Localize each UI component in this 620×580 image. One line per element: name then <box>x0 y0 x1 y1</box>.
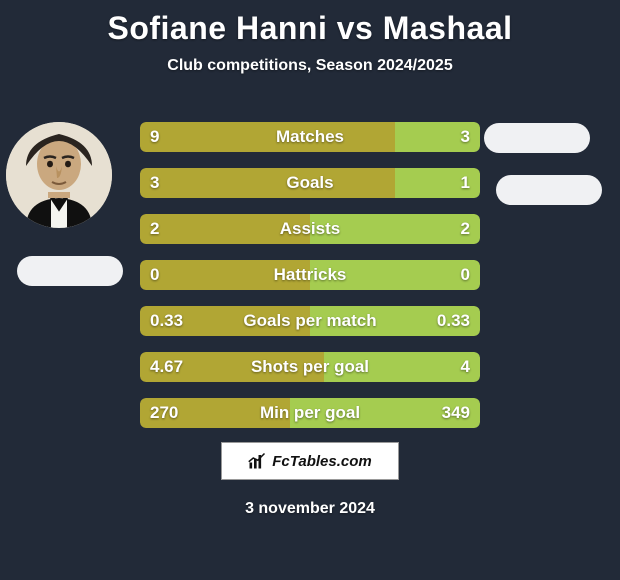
stat-label: Matches <box>140 127 480 147</box>
stat-row: 00Hattricks <box>140 260 480 290</box>
stat-label: Shots per goal <box>140 357 480 377</box>
date-text: 3 november 2024 <box>0 500 620 518</box>
stat-label: Min per goal <box>140 403 480 423</box>
stat-row: 93Matches <box>140 122 480 152</box>
stat-label: Assists <box>140 219 480 239</box>
subtitle: Club competitions, Season 2024/2025 <box>0 57 620 75</box>
stat-label: Hattricks <box>140 265 480 285</box>
stat-label: Goals <box>140 173 480 193</box>
brand-badge[interactable]: FcTables.com <box>221 442 399 480</box>
brand-text: FcTables.com <box>272 453 371 470</box>
stat-row: 270349Min per goal <box>140 398 480 428</box>
flag-pill-left <box>17 256 123 286</box>
stat-label: Goals per match <box>140 311 480 331</box>
brand-chart-icon <box>248 452 266 470</box>
avatar-pill-right <box>484 123 590 153</box>
player-left-avatar <box>6 122 112 228</box>
stat-row: 4.674Shots per goal <box>140 352 480 382</box>
stat-row: 22Assists <box>140 214 480 244</box>
page-title: Sofiane Hanni vs Mashaal <box>0 0 620 47</box>
stat-row: 31Goals <box>140 168 480 198</box>
stat-row: 0.330.33Goals per match <box>140 306 480 336</box>
flag-pill-right <box>496 175 602 205</box>
comparison-bars: 93Matches 31Goals 22Assists 00Hattricks 0.33… <box>140 122 480 444</box>
